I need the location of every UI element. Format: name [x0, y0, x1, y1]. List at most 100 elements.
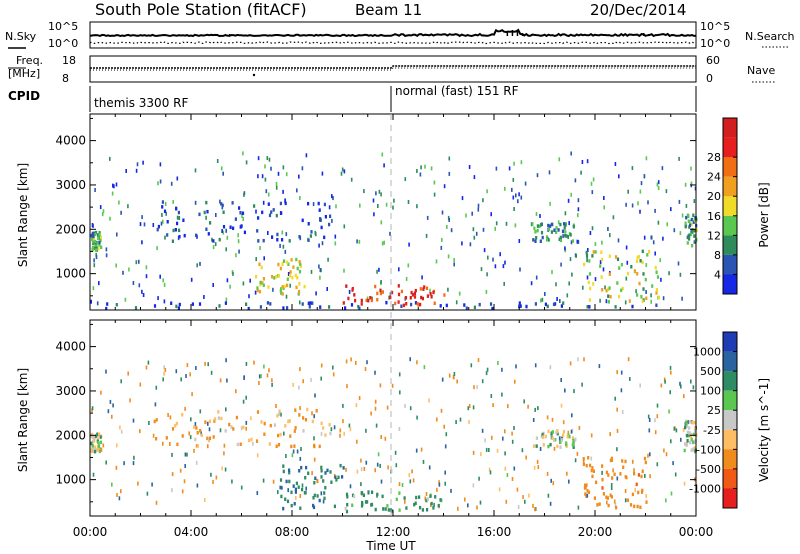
noise-cell — [268, 368, 270, 373]
colorbar-tick-label: 28 — [707, 151, 721, 164]
feature-cell-1 — [155, 437, 158, 441]
noise-cell — [129, 398, 131, 403]
feature-cell-4 — [571, 443, 574, 447]
noise-cell — [139, 222, 142, 227]
feature-cell-2 — [175, 207, 178, 211]
feature-cell-0 — [92, 237, 96, 241]
feature-cell-4 — [559, 445, 562, 449]
feature-cell-2 — [284, 201, 287, 206]
noise-cell — [245, 160, 248, 165]
feature-cell-1 — [193, 425, 196, 429]
noise-cell — [389, 231, 391, 236]
noise-cell — [388, 295, 390, 300]
feature-cell-1 — [306, 407, 309, 412]
feature-cell-6 — [600, 275, 603, 279]
noise-cell — [119, 425, 121, 430]
noise-cell — [560, 403, 563, 408]
noise-cell — [616, 476, 619, 481]
noise-cell — [216, 159, 219, 163]
noise-cell — [250, 416, 252, 421]
feature-cell-4 — [419, 302, 422, 307]
noise-cell — [299, 456, 302, 461]
noise-cell — [570, 429, 573, 434]
feature-cell-3 — [361, 502, 364, 507]
feature-cell-6 — [628, 299, 631, 303]
noise-cell — [644, 473, 646, 478]
noise-cell — [301, 166, 304, 171]
noise-cell — [210, 472, 212, 477]
noise-cell — [602, 267, 605, 272]
feature-cell-6 — [608, 254, 611, 258]
noise-cell — [656, 462, 659, 467]
feature-cell-6 — [693, 420, 696, 425]
noise-cell — [614, 396, 616, 401]
noise-cell — [390, 469, 393, 474]
feature-cell-2 — [312, 503, 315, 508]
feature-cell-2 — [307, 222, 310, 226]
noise-cell — [494, 264, 497, 269]
feature-cell-3 — [425, 498, 428, 503]
feature-cell-6 — [685, 433, 688, 438]
feature-cell-3 — [279, 266, 282, 271]
nsky-strip: N.Sky 10^5 10^0 10^5 10^0 N.Search — [5, 20, 795, 50]
feature-cell-2 — [323, 235, 326, 240]
noise-cell — [343, 268, 345, 273]
feature-cell-5 — [533, 226, 536, 231]
feature-cell-5 — [624, 459, 627, 464]
noise-cell — [142, 160, 144, 165]
noise-cell — [564, 388, 566, 393]
feature-cell-1 — [276, 414, 279, 418]
colorbar-tick-label: 20 — [707, 190, 721, 203]
noise-cell — [162, 219, 164, 224]
feature-cell-5 — [591, 466, 594, 470]
feature-cell-1 — [489, 302, 493, 306]
noise-cell — [405, 276, 408, 281]
noise-cell — [534, 507, 536, 512]
noise-cell — [481, 379, 484, 384]
noise-cell — [136, 162, 139, 167]
feature-cell-1 — [266, 301, 269, 305]
noise-cell — [282, 244, 285, 249]
feature-cell-3 — [413, 502, 416, 507]
feature-cell-1 — [287, 419, 290, 424]
feature-cell-6 — [683, 448, 686, 453]
feature-cell-4 — [422, 287, 425, 291]
noise-cell — [350, 357, 352, 362]
noise-cell — [476, 385, 478, 390]
nsky-spike — [506, 32, 509, 36]
feature-cell-0 — [98, 243, 101, 247]
feature-cell-6 — [642, 272, 645, 276]
feature-cell-7 — [692, 220, 695, 224]
feature-cell-0 — [92, 447, 95, 451]
colorbar-frame — [722, 331, 738, 509]
feature-cell-2 — [285, 479, 288, 484]
noise-cell — [311, 471, 313, 476]
noise-cell — [580, 170, 582, 175]
noise-cell — [430, 166, 433, 171]
feature-cell-4 — [541, 432, 544, 437]
noise-cell — [490, 394, 493, 398]
noise-cell — [598, 364, 601, 369]
feature-cell-5 — [569, 233, 572, 237]
noise-cell — [151, 482, 153, 487]
noise-cell — [578, 425, 581, 430]
feature-cell-5 — [635, 482, 638, 487]
feature-cell-6 — [685, 443, 688, 447]
feature-cell-0 — [93, 445, 96, 449]
noise-cell — [522, 495, 524, 500]
noise-cell — [513, 207, 515, 211]
noise-cell — [620, 370, 623, 375]
feature-cell-1 — [294, 426, 297, 430]
feature-cell-3 — [281, 262, 284, 266]
feature-cell-5 — [557, 228, 560, 232]
noise-cell — [618, 174, 620, 179]
noise-cell — [470, 363, 473, 368]
feature-cell-1 — [194, 437, 197, 442]
noise-cell — [219, 199, 221, 204]
feature-cell-2 — [312, 496, 315, 500]
feature-cell-7 — [687, 213, 690, 218]
noise-cell — [332, 372, 335, 377]
feature-cell-3 — [271, 275, 274, 279]
feature-cell-1 — [217, 416, 220, 420]
feature-cell-1 — [309, 301, 312, 305]
